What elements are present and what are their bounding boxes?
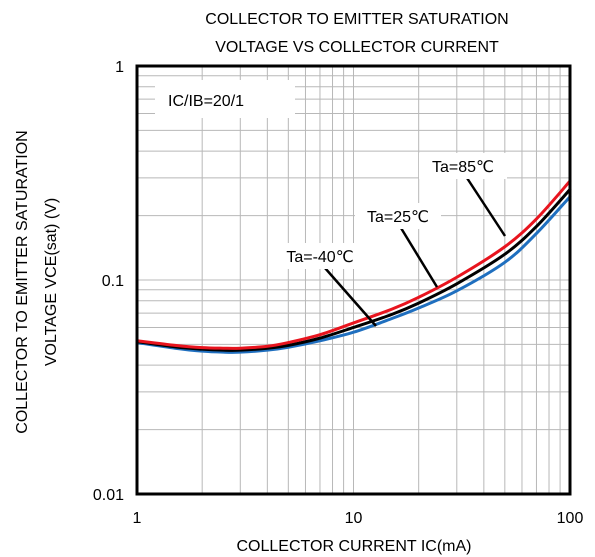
grid [136, 65, 571, 495]
y-axis-label-line-1-group: COLLECTOR TO EMITTER SATURATION [14, 130, 31, 433]
chart-title-line-2: VOLTAGE VS COLLECTOR CURRENT [215, 39, 499, 56]
annotation-leader-2 [324, 267, 377, 327]
annotation-label-0: Ta=85℃ [432, 159, 494, 176]
condition-label-box [155, 80, 295, 118]
y-axis-label-line-2-group: VOLTAGE VCE(sat) (V) [43, 198, 60, 366]
y-axis-label-line-1: COLLECTOR TO EMITTER SATURATION [14, 130, 31, 433]
x-axis-label: COLLECTOR CURRENT IC(mA) [237, 538, 472, 555]
annotation-leader-0 [465, 177, 507, 237]
series-annotations: Ta=85℃ Ta=25℃ Ta=-40℃ [270, 153, 507, 327]
annotation-label-2: Ta=-40℃ [286, 249, 353, 266]
x-tick-label: 100 [557, 510, 584, 527]
y-tick-label: 0.1 [102, 273, 124, 290]
annotation-box-1 [355, 203, 441, 229]
annotation-leader-1 [399, 227, 439, 288]
condition-label: IC/IB=20/1 [168, 93, 244, 110]
series-line-0 [135, 195, 572, 354]
annotation-label-1: Ta=25℃ [367, 209, 429, 226]
annotation-box-0 [419, 153, 507, 179]
y-tick-label: 0.01 [93, 487, 124, 504]
y-tick-label: 1 [115, 59, 124, 76]
y-axis-label-line-2: VOLTAGE VCE(sat) (V) [43, 198, 60, 366]
x-tick-labels: 1 10 100 [133, 510, 584, 527]
x-tick-label: 10 [345, 510, 363, 527]
y-tick-labels: 0.01 0.1 1 [93, 59, 124, 504]
chart-title-line-1: COLLECTOR TO EMITTER SATURATION [205, 11, 508, 28]
annotation-box-2 [270, 243, 370, 269]
series-line-2 [135, 179, 572, 350]
x-tick-label: 1 [133, 510, 142, 527]
series-lines [135, 179, 572, 354]
series-line-1 [135, 187, 572, 352]
plot-frame [135, 64, 572, 496]
